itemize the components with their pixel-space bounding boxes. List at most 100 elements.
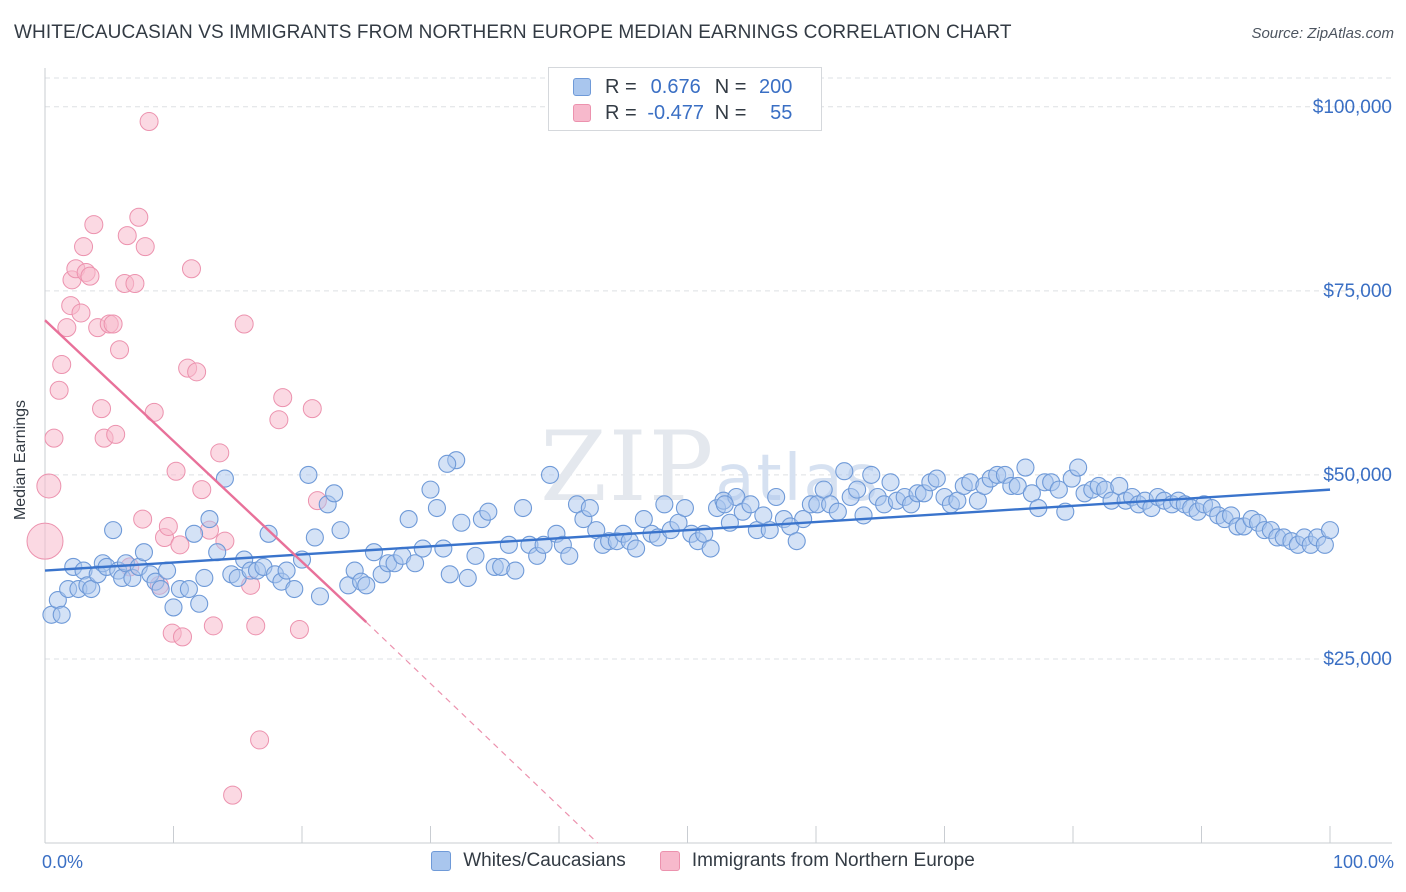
point-whites [506, 561, 525, 580]
point-whites [440, 565, 459, 584]
legend-n-value: 200 [759, 75, 793, 98]
legend-swatch-pink [659, 851, 680, 871]
point-whites [927, 469, 946, 488]
legend-label-whites: Whites/Caucasians [463, 850, 626, 871]
point-whites [406, 554, 425, 573]
trend-line-immigrants [44, 319, 368, 624]
legend-label-immigrants: Immigrants from Northern Europe [691, 850, 975, 871]
point-whites [540, 465, 560, 484]
legend-swatch-blue [431, 851, 452, 871]
point-immigrants [52, 354, 72, 374]
trend-line-whites [44, 488, 1331, 572]
point-immigrants [269, 410, 289, 430]
point-whites [627, 539, 646, 558]
point-immigrants [49, 380, 69, 400]
point-immigrants [289, 620, 309, 640]
point-immigrants [181, 259, 201, 279]
point-immigrants [135, 237, 155, 257]
point-immigrants [302, 399, 322, 419]
point-whites [305, 528, 324, 547]
y-tick-label: $100,000 [1313, 97, 1392, 118]
point-immigrants [234, 314, 254, 334]
point-whites [151, 579, 170, 599]
y-tick-label: $50,000 [1323, 465, 1392, 486]
chart-title: WHITE/CAUCASIAN VS IMMIGRANTS FROM NORTH… [14, 22, 1012, 43]
point-whites [434, 539, 453, 558]
point-immigrants [92, 399, 112, 419]
point-immigrants [44, 428, 64, 448]
point-whites [259, 524, 278, 543]
point-immigrants [133, 509, 153, 529]
point-whites [458, 568, 477, 588]
legend-row-immigrants: R = -0.477 N = 55 [573, 101, 792, 125]
legend-swatch-blue [573, 78, 591, 96]
point-whites [787, 532, 806, 551]
point-immigrants [80, 266, 100, 286]
point-immigrants [71, 303, 91, 323]
point-immigrants [192, 480, 212, 500]
point-whites [634, 510, 653, 529]
point-whites [438, 454, 457, 473]
point-immigrants [170, 535, 190, 555]
point-immigrants [125, 273, 145, 293]
point-whites [134, 543, 153, 562]
point-immigrants [36, 473, 62, 499]
point-immigrants [273, 388, 293, 408]
point-whites [104, 521, 123, 540]
legend-r-label: R = [605, 101, 637, 124]
point-whites [1320, 521, 1340, 540]
point-immigrants [106, 424, 126, 444]
point-whites [655, 495, 674, 514]
point-whites [399, 510, 418, 529]
legend-r-value: -0.477 [647, 101, 705, 124]
point-whites [190, 594, 209, 613]
trend-lines [44, 319, 1331, 844]
point-whites [466, 546, 485, 565]
x-tick-label-max: 100.0% [1332, 852, 1394, 872]
point-whites [854, 506, 873, 525]
point-whites [881, 473, 900, 492]
point-whites [767, 487, 786, 507]
point-whites [413, 539, 432, 558]
point-whites [675, 498, 694, 518]
legend-n-label: N = [714, 101, 747, 124]
point-immigrants [110, 340, 130, 360]
series-whites-caucasians [42, 451, 1340, 624]
point-immigrants [250, 730, 270, 750]
point-whites [701, 539, 720, 558]
point-whites [195, 568, 214, 588]
series-immigrants-northern-europe [26, 112, 327, 805]
point-whites [285, 579, 304, 599]
point-whites [580, 498, 599, 518]
legend-item-immigrants: Immigrants from Northern Europe [659, 850, 975, 872]
y-tick-label: $25,000 [1323, 649, 1392, 670]
source-credit: Source: ZipAtlas.com [1251, 25, 1394, 42]
point-immigrants [117, 226, 137, 246]
x-tick-label-min: 0.0% [42, 852, 84, 872]
point-whites [835, 462, 854, 481]
point-whites [1008, 476, 1027, 495]
point-whites [208, 543, 227, 562]
trend-extension-immigrants [365, 621, 598, 844]
point-whites [164, 598, 183, 617]
point-whites [848, 480, 867, 499]
correlation-legend: R = 0.676 N = 200 R = -0.477 N = 55 [548, 67, 822, 131]
point-whites [452, 513, 471, 532]
point-immigrants [166, 461, 186, 481]
point-whites [427, 498, 446, 518]
point-whites [200, 510, 219, 529]
point-whites [215, 469, 234, 488]
legend-swatch-pink [573, 104, 591, 122]
point-immigrants [187, 362, 207, 382]
legend-n-label: N = [714, 75, 747, 98]
point-whites [421, 480, 440, 499]
point-whites [325, 484, 344, 503]
point-immigrants [139, 112, 159, 132]
point-whites [331, 521, 350, 540]
point-whites [310, 587, 330, 606]
point-whites [828, 502, 847, 521]
point-immigrants [172, 627, 192, 647]
axes [44, 68, 1392, 844]
series-legend: Whites/Caucasians Immigrants from Northe… [0, 850, 1406, 872]
